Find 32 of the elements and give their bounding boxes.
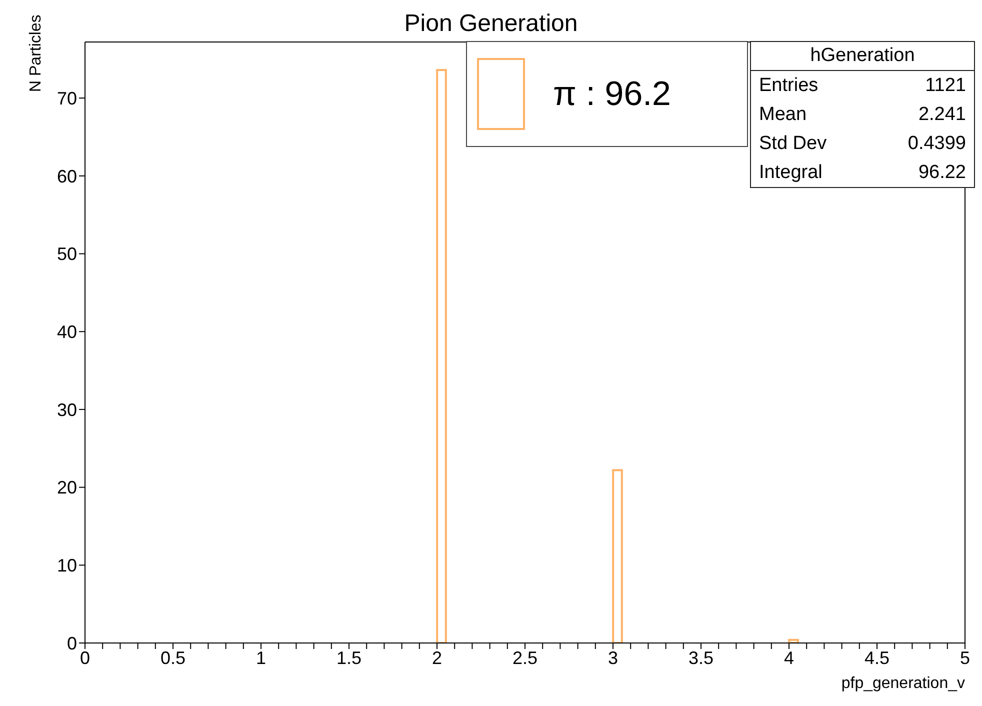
legend-label: π : 96.2 [553,74,671,114]
annotation: Entries [759,74,818,98]
x-tick-label: 2.5 [512,648,538,668]
x-tick-label: 4.5 [864,648,890,668]
x-tick-label: 1.5 [336,648,362,668]
annotation: Std Dev [759,132,827,156]
x-tick-label: 0 [80,648,90,668]
y-tick-label: 20 [56,478,77,498]
annotation: hGeneration [751,42,974,71]
y-tick-label: 60 [56,166,77,186]
annotation: Integral [759,161,822,185]
x-tick-label: 3.5 [688,648,714,668]
x-tick-label: 5 [960,648,970,668]
annotation: 2.241 [918,103,966,127]
y-tick-label: 50 [56,244,77,264]
y-tick-label: 30 [56,400,77,420]
x-tick-label: 4 [784,648,794,668]
x-axis-title: pfp_generation_v [841,675,965,692]
x-tick-label: 3 [608,648,618,668]
x-tick-label: 2 [432,648,442,668]
chart-title: Pion Generation [404,10,578,37]
y-axis-title: N Particles [27,14,44,92]
x-tick-label: 0.5 [160,648,186,668]
annotation: 96.22 [918,161,966,185]
annotation: 1121 [925,74,966,98]
y-tick-label: 70 [56,88,77,108]
x-tick-label: 1 [256,648,266,668]
y-tick-label: 40 [56,322,77,342]
annotation: Mean [759,103,807,127]
annotation: 0.4399 [908,132,966,156]
y-tick-label: 0 [66,633,77,654]
y-tick-label: 10 [56,556,77,576]
